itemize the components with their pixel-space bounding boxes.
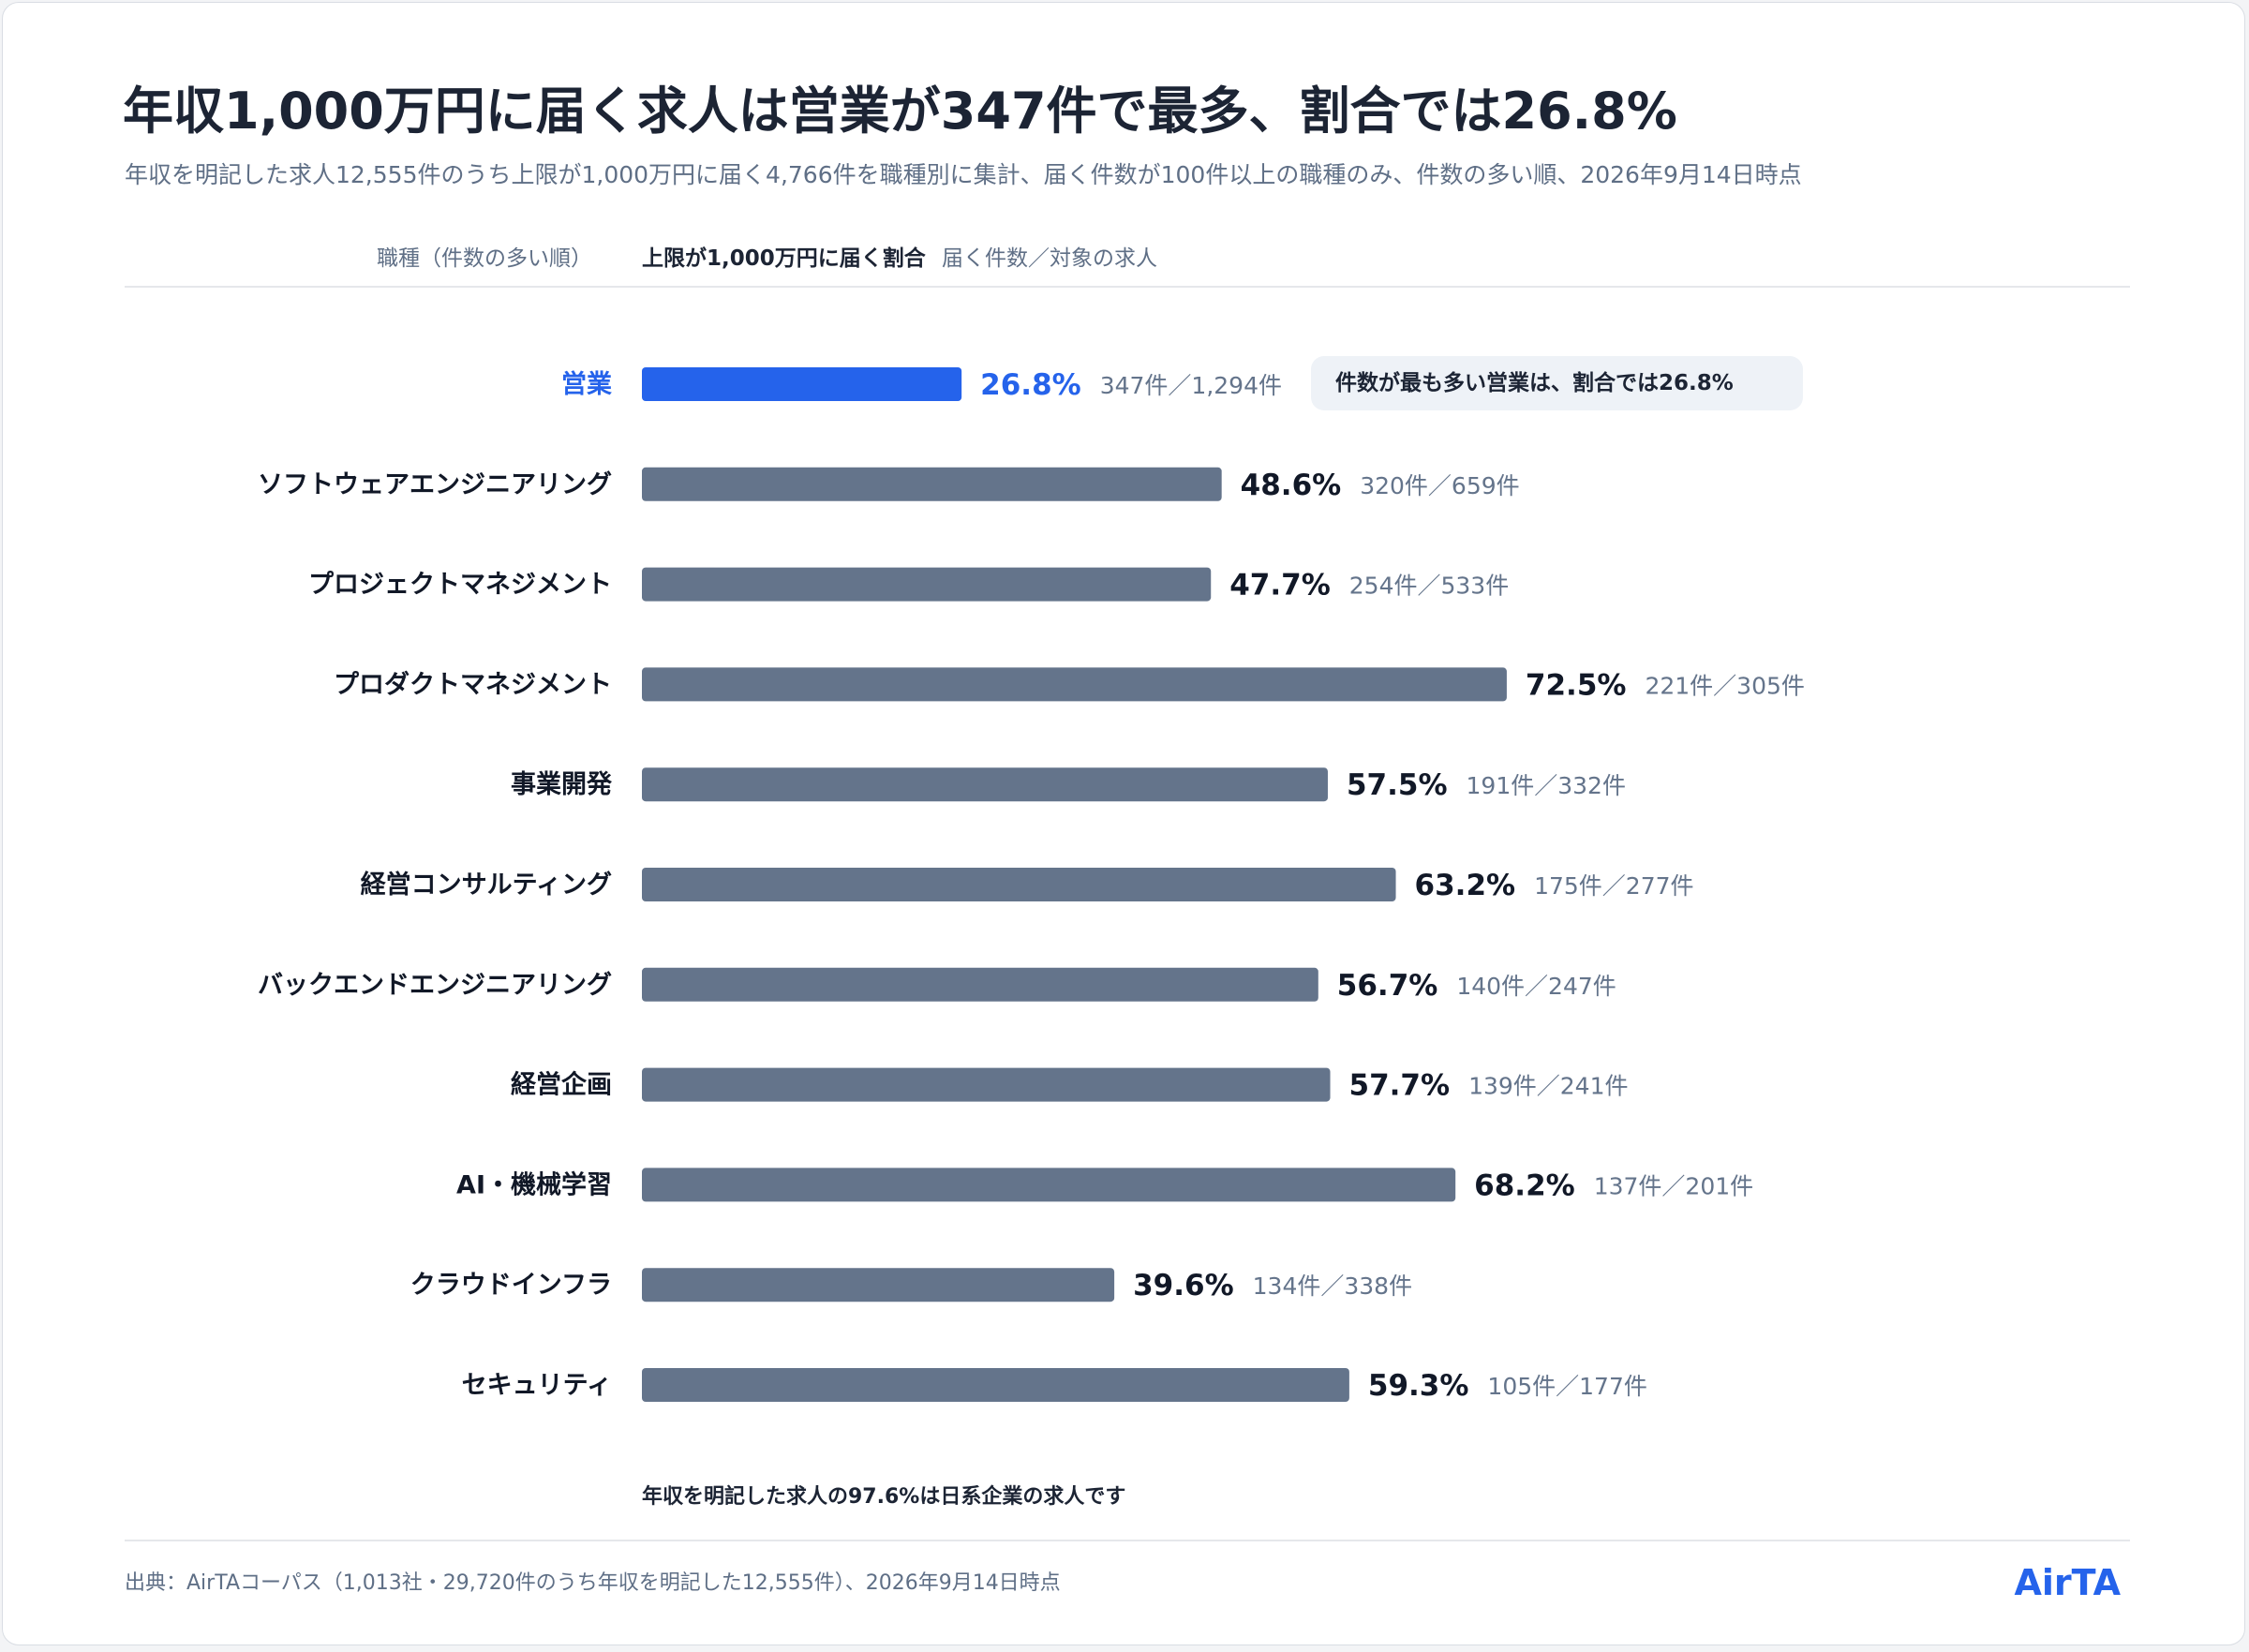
- bar-row: AI・機械学習 68.2% 137件／201件: [456, 1168, 1753, 1202]
- bar-row: 経営コンサルティング 63.2% 175件／277件: [361, 868, 1694, 902]
- count-label: 347件／1,294件: [1100, 372, 1282, 399]
- bar: [642, 1368, 1349, 1402]
- category-label: AI・機械学習: [456, 1169, 612, 1199]
- value-label: 26.8%: [980, 368, 1081, 402]
- category-label: プロダクトマネジメント: [334, 669, 612, 699]
- count-label: 140件／247件: [1456, 973, 1616, 1000]
- category-label: バックエンドエンジニアリング: [258, 970, 612, 1000]
- value-label: 57.5%: [1347, 768, 1448, 802]
- bar-row: 事業開発 57.5% 191件／332件: [511, 767, 1626, 802]
- count-label: 137件／201件: [1594, 1172, 1753, 1199]
- value-label: 39.6%: [1133, 1269, 1234, 1302]
- value-label: 47.7%: [1229, 569, 1331, 603]
- chart-subtitle: 年収を明記した求人12,555件のうち上限が1,000万円に届く4,766件を職…: [125, 161, 1802, 188]
- count-label: 191件／332件: [1467, 772, 1626, 799]
- bar: [642, 1168, 1456, 1202]
- category-label: プロジェクトマネジメント: [308, 571, 612, 600]
- value-label: 63.2%: [1415, 869, 1516, 902]
- bar: [642, 1268, 1115, 1302]
- bar-chart: 営業 26.8% 347件／1,294件ソフトウェアエンジニアリング 48.6% 320…: [3, 3, 2249, 1652]
- value-label: 57.7%: [1349, 1069, 1451, 1103]
- footer-divider: [125, 1540, 2130, 1541]
- column-header-count: 届く件数／対象の求人: [942, 246, 1157, 271]
- category-label: クラウドインフラ: [410, 1271, 612, 1300]
- category-label: ソフトウェアエンジニアリング: [258, 469, 612, 499]
- count-label: 254件／533件: [1349, 573, 1509, 600]
- value-label: 59.3%: [1368, 1369, 1469, 1403]
- value-label: 56.7%: [1337, 969, 1438, 1003]
- bar: [642, 467, 1222, 501]
- bar-row: 経営企画 57.7% 139件／241件: [511, 1067, 1629, 1103]
- highlight-callout: 件数が最も多い営業は、割合では26.8%: [1311, 356, 1803, 410]
- bar-row: プロジェクトマネジメント 47.7% 254件／533件: [308, 567, 1509, 603]
- footnote: 年収を明記した求人の97.6%は日系企業の求人です: [642, 1485, 1126, 1509]
- count-label: 320件／659件: [1360, 472, 1519, 499]
- value-label: 48.6%: [1241, 469, 1342, 502]
- category-label: 営業: [561, 369, 612, 399]
- chart-title: 年収1,000万円に届く求人は営業が347件で最多、割合では26.8%: [123, 82, 1677, 141]
- count-label: 105件／177件: [1487, 1373, 1646, 1400]
- bar: [642, 667, 1507, 702]
- bar: [642, 567, 1212, 602]
- category-label: セキュリティ: [462, 1371, 612, 1400]
- bar: [642, 868, 1396, 901]
- value-label: 68.2%: [1474, 1168, 1575, 1202]
- bar: [642, 1067, 1331, 1102]
- bar: [642, 767, 1328, 802]
- bar-row: ソフトウェアエンジニアリング 48.6% 320件／659件: [258, 467, 1520, 502]
- source-note: 出典：AirTAコーパス（1,013社・29,720件のうち年収を明記した12,…: [125, 1571, 1061, 1595]
- bar-row: セキュリティ 59.3% 105件／177件: [462, 1368, 1647, 1403]
- column-header-ratio: 上限が1,000万円に届く割合: [642, 246, 926, 271]
- category-label: 事業開発: [511, 770, 613, 799]
- category-label: 経営企画: [511, 1070, 612, 1100]
- bar-row: クラウドインフラ 39.6% 134件／338件: [410, 1268, 1412, 1302]
- count-label: 134件／338件: [1253, 1272, 1412, 1300]
- bar: [642, 367, 962, 401]
- column-header-category: 職種（件数の多い順）: [377, 246, 592, 271]
- bar-row: プロダクトマネジメント 72.5% 221件／305件: [334, 667, 1805, 702]
- count-label: 175件／277件: [1534, 872, 1693, 900]
- count-label: 221件／305件: [1645, 672, 1804, 699]
- bar-row: バックエンドエンジニアリング 56.7% 140件／247件: [258, 967, 1616, 1003]
- header-divider: [125, 286, 2130, 288]
- count-label: 139件／241件: [1468, 1073, 1628, 1100]
- category-label: 経営コンサルティング: [361, 870, 612, 900]
- brand-logo: AirTA: [2014, 1562, 2121, 1603]
- bar-row: 営業 26.8% 347件／1,294件: [561, 367, 1282, 402]
- bar: [642, 967, 1318, 1002]
- value-label: 72.5%: [1526, 668, 1627, 702]
